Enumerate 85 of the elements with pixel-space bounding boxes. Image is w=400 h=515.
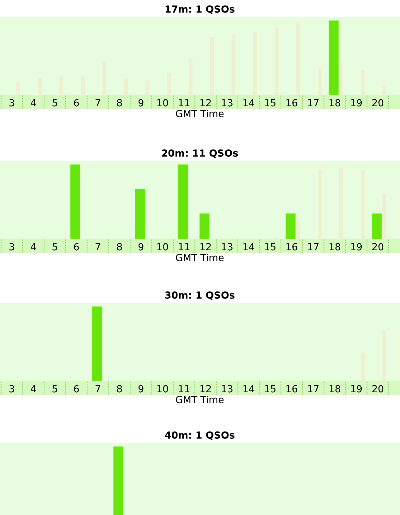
x-tick-label: 20 — [372, 243, 384, 251]
x-tick-label: 11 — [179, 243, 190, 251]
x-tick-label: 15 — [265, 99, 276, 107]
bar — [286, 214, 296, 239]
bar — [188, 58, 193, 95]
x-tick-label: 3 — [10, 99, 14, 107]
x-tick-label: 9 — [138, 385, 144, 393]
x-tick-label: 7 — [96, 243, 100, 251]
x-tick-label: 12 — [200, 243, 212, 251]
bar — [318, 68, 322, 95]
x-axis-title: GMT Time — [176, 396, 224, 404]
bar — [135, 189, 146, 239]
x-tick-label: 10 — [158, 385, 168, 393]
x-tick-label: 3 — [10, 243, 14, 251]
bar — [178, 164, 188, 239]
x-tick-label: 10 — [158, 99, 168, 107]
x-tick-label: 14 — [244, 243, 255, 251]
x-tick-label: 17 — [308, 385, 319, 393]
x-tick-label: 15 — [265, 243, 276, 251]
chart-title: 17m: 1 QSOs — [166, 6, 235, 14]
x-tick-label: 9 — [138, 99, 144, 107]
x-tick-label: 14 — [244, 99, 255, 107]
x-tick-label: 8 — [117, 99, 122, 107]
x-tick-label: 5 — [52, 99, 58, 107]
bar — [340, 63, 344, 95]
x-tick-label: 7 — [96, 385, 100, 393]
bar — [81, 76, 86, 95]
chart-title: 30m: 1 QSOs — [165, 292, 235, 300]
x-axis-title: GMT Time — [176, 110, 224, 118]
bar — [124, 78, 128, 95]
bar — [210, 37, 214, 95]
bar — [274, 28, 279, 95]
x-tick-label: 19 — [351, 385, 362, 393]
bar — [232, 34, 236, 95]
x-tick-label: 10 — [158, 243, 168, 251]
x-tick-label: 13 — [222, 243, 233, 251]
x-tick-label: 5 — [52, 243, 58, 251]
x-tick-label: 16 — [286, 385, 298, 393]
x-tick-label: 19 — [351, 99, 362, 107]
x-tick-label: 9 — [138, 243, 144, 251]
x-tick-label: 15 — [265, 385, 276, 393]
bar — [318, 170, 322, 239]
x-tick-label: 4 — [30, 99, 36, 107]
x-tick-label: 3 — [10, 385, 14, 393]
x-tick-label: 12 — [200, 99, 212, 107]
x-tick-label: 17 — [308, 99, 319, 107]
bar — [372, 214, 382, 239]
x-tick-label: 6 — [74, 385, 80, 393]
bar — [200, 214, 210, 239]
bar — [382, 194, 386, 239]
x-tick-label: 5 — [52, 385, 58, 393]
x-tick-label: 20 — [372, 385, 384, 393]
bar — [146, 80, 150, 95]
x-tick-label: 13 — [222, 385, 233, 393]
x-tick-label: 11 — [179, 385, 190, 393]
x-tick-label: 8 — [117, 385, 122, 393]
bar — [328, 20, 339, 95]
x-tick-label: 19 — [351, 243, 362, 251]
x-tick-label: 6 — [74, 243, 80, 251]
x-tick-label: 16 — [286, 243, 298, 251]
x-tick-label: 13 — [222, 99, 233, 107]
x-tick-label: 11 — [179, 99, 190, 107]
x-tick-label: 18 — [330, 99, 341, 107]
x-tick-label: 12 — [200, 385, 212, 393]
chart-title: 40m: 1 QSOs — [165, 432, 235, 440]
x-tick-label: 18 — [330, 385, 341, 393]
x-tick-label: 17 — [308, 243, 319, 251]
bar — [253, 32, 258, 95]
x-tick-label: 7 — [96, 99, 100, 107]
bar — [296, 24, 300, 95]
x-tick-label: 18 — [330, 243, 341, 251]
bar — [167, 73, 172, 95]
x-tick-label: 16 — [286, 99, 298, 107]
bar — [296, 218, 300, 239]
bar — [102, 62, 107, 95]
x-tick-label: 20 — [372, 99, 384, 107]
x-tick-label: 4 — [30, 385, 36, 393]
chart-title: 20m: 11 QSOs — [162, 150, 238, 158]
bar — [70, 164, 81, 239]
x-tick-label: 4 — [30, 243, 36, 251]
x-tick-label: 8 — [117, 243, 122, 251]
x-tick-label: 6 — [74, 99, 80, 107]
bar — [60, 76, 64, 95]
x-tick-label: 14 — [244, 385, 255, 393]
x-axis-title: GMT Time — [176, 254, 224, 262]
